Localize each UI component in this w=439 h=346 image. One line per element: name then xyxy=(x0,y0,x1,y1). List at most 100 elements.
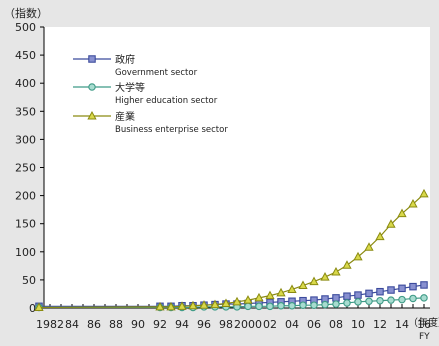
data-point xyxy=(376,296,384,305)
data-point xyxy=(309,276,319,286)
data-point xyxy=(210,299,220,309)
legend-label: 政府 xyxy=(115,53,135,66)
x-tick-label: 86 xyxy=(87,318,101,331)
y-tick-label: 150 xyxy=(15,218,36,231)
data-point xyxy=(221,298,231,308)
data-point xyxy=(277,302,285,310)
data-point xyxy=(408,198,418,208)
data-point xyxy=(420,281,428,289)
y-tick-label: 500 xyxy=(15,21,36,34)
data-point xyxy=(88,83,96,91)
data-point xyxy=(364,242,374,251)
x-tick-label: 06 xyxy=(307,318,321,331)
data-point xyxy=(299,301,307,309)
x-tick-label: 98 xyxy=(219,318,233,331)
data-point xyxy=(354,298,362,306)
x-tick-label: 08 xyxy=(329,318,343,331)
data-point xyxy=(177,301,187,310)
y-axis-label: （指数） xyxy=(4,6,48,20)
data-point xyxy=(276,287,286,297)
data-point xyxy=(266,302,274,311)
x-tick-label: 02 xyxy=(263,318,277,331)
legend-label-en: Higher education sector xyxy=(115,96,218,106)
data-point xyxy=(87,110,97,120)
data-point xyxy=(255,302,263,311)
y-tick-label: 350 xyxy=(15,105,36,118)
legend-label: 大学等 xyxy=(115,81,145,94)
y-tick-label: 100 xyxy=(15,246,36,259)
data-point xyxy=(398,284,406,293)
series-3 xyxy=(34,188,429,311)
data-point xyxy=(419,188,429,198)
y-tick-label: 300 xyxy=(15,133,36,146)
y-tick-label: 450 xyxy=(15,49,36,62)
data-point xyxy=(398,295,406,304)
x-tick-label: 16 xyxy=(417,318,431,331)
data-point xyxy=(386,219,396,228)
data-point xyxy=(265,290,275,300)
data-point xyxy=(287,284,297,293)
x-tick-label: 12 xyxy=(373,318,387,331)
y-tick-label: 200 xyxy=(15,190,36,203)
data-point xyxy=(353,251,363,261)
plot-area xyxy=(44,27,430,308)
data-point xyxy=(397,208,407,218)
data-point xyxy=(243,295,253,304)
data-point xyxy=(188,300,198,310)
legend-item: 政府 Government sector xyxy=(73,53,198,78)
data-point xyxy=(332,300,340,308)
x-tick-label: 88 xyxy=(109,318,123,331)
y-tick-label: 250 xyxy=(15,162,36,175)
legend-label-en: Government sector xyxy=(115,68,198,78)
data-point xyxy=(332,294,340,302)
data-point xyxy=(365,297,373,306)
data-point xyxy=(420,294,428,302)
data-point xyxy=(298,280,308,290)
x-tick-label: 96 xyxy=(197,318,211,331)
data-point xyxy=(199,300,209,309)
x-tick-label: 10 xyxy=(351,318,365,331)
x-tick-label: 1982 xyxy=(36,318,64,331)
data-point xyxy=(232,296,242,306)
data-point xyxy=(310,301,318,309)
data-point xyxy=(376,287,384,296)
data-point xyxy=(342,260,352,269)
series-layer xyxy=(34,188,429,312)
y-tick-label: 0 xyxy=(29,302,36,315)
x-tick-label: 04 xyxy=(285,318,299,331)
data-point xyxy=(155,301,165,311)
legend-label: 産業 xyxy=(115,110,135,123)
data-point xyxy=(365,289,373,298)
data-point xyxy=(321,300,329,309)
data-point xyxy=(166,301,176,311)
x-tick-label: 94 xyxy=(175,318,189,331)
data-point xyxy=(254,292,264,302)
data-point xyxy=(288,302,296,310)
x-axis-unit-sub-label: FY xyxy=(419,332,430,342)
data-point xyxy=(343,292,351,300)
data-point xyxy=(354,291,362,299)
data-point xyxy=(34,302,44,311)
legend: 政府 Government sector 大学等 Higher education s… xyxy=(73,53,228,135)
x-tick-label: 84 xyxy=(65,318,79,331)
data-point xyxy=(387,286,395,294)
data-point xyxy=(320,272,330,281)
y-tick-label: 400 xyxy=(15,77,36,90)
data-point xyxy=(387,296,395,304)
data-point xyxy=(343,299,351,307)
data-point xyxy=(409,294,417,303)
legend-item: 大学等 Higher education sector xyxy=(73,81,218,106)
x-tick-label: 92 xyxy=(153,318,167,331)
data-point xyxy=(244,302,252,311)
x-axis-unit-label: （年度） xyxy=(408,316,439,329)
x-tick-label: 90 xyxy=(131,318,145,331)
data-point xyxy=(88,55,96,63)
x-tick-label: 14 xyxy=(395,318,409,331)
legend-item: 産業 Business enterprise sector xyxy=(73,110,228,135)
axes: 0 50 100 150 200 250 300 350 400 450 500 1982 84 86 88… xyxy=(15,21,431,331)
x-tick-label: 2000 xyxy=(234,318,262,331)
y-tick-label: 50 xyxy=(22,274,36,287)
data-point xyxy=(331,266,341,276)
